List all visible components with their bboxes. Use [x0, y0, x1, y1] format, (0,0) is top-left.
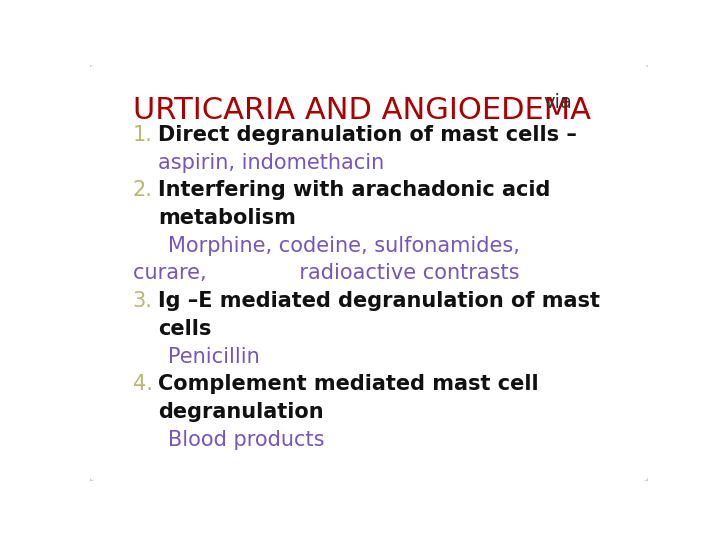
Text: 4.: 4. [132, 374, 153, 394]
Text: URTICARIA AND ANGIOEDEMA: URTICARIA AND ANGIOEDEMA [132, 96, 590, 125]
Text: aspirin, indomethacin: aspirin, indomethacin [158, 153, 384, 173]
Text: metabolism: metabolism [158, 208, 296, 228]
Text: Morphine, codeine, sulfonamides,: Morphine, codeine, sulfonamides, [168, 236, 519, 256]
Text: 1.: 1. [132, 125, 153, 145]
Text: Penicillin: Penicillin [168, 347, 259, 367]
Text: Ig –E mediated degranulation of mast: Ig –E mediated degranulation of mast [158, 291, 600, 311]
Text: cells: cells [158, 319, 212, 339]
Text: degranulation: degranulation [158, 402, 324, 422]
Text: 2.: 2. [132, 180, 153, 200]
FancyBboxPatch shape [89, 63, 649, 482]
Text: via: via [544, 93, 572, 112]
Text: Direct degranulation of mast cells –: Direct degranulation of mast cells – [158, 125, 577, 145]
Text: Complement mediated mast cell: Complement mediated mast cell [158, 374, 539, 394]
Text: curare,              radioactive contrasts: curare, radioactive contrasts [132, 264, 519, 284]
Text: Interfering with arachadonic acid: Interfering with arachadonic acid [158, 180, 551, 200]
Text: 3.: 3. [132, 291, 153, 311]
Text: Blood products: Blood products [168, 430, 324, 450]
